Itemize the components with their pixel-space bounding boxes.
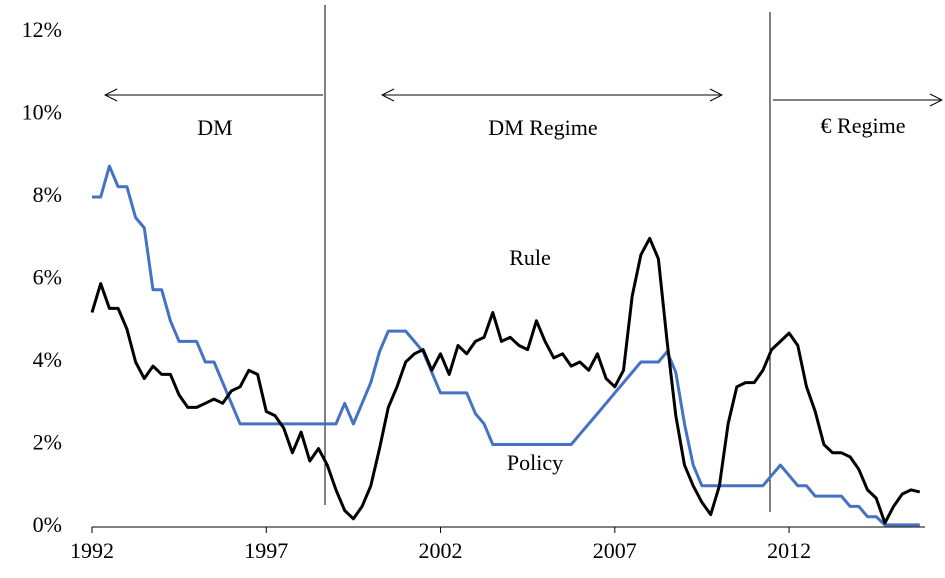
annotation: DM Regime [488, 115, 597, 140]
y-tick-label: 6% [33, 265, 62, 290]
y-tick-label: 2% [33, 430, 62, 455]
y-tick-label: 4% [33, 347, 62, 372]
y-tick-label: 8% [33, 182, 62, 207]
series-line [92, 164, 920, 527]
x-tick-label: 2007 [593, 538, 637, 563]
x-tick-label: 2012 [767, 538, 811, 563]
annotation: Rule [509, 245, 551, 270]
y-tick-label: 10% [22, 100, 62, 125]
x-tick-label: 1997 [244, 538, 288, 563]
series-line [90, 236, 921, 525]
y-tick-label: 0% [33, 512, 62, 537]
x-tick-label: 1992 [70, 538, 114, 563]
annotation: DM [197, 115, 232, 140]
annotation: € Regime [821, 113, 906, 138]
regime-markers [105, 5, 942, 512]
x-tick-label: 2002 [419, 538, 463, 563]
y-tick-label: 12% [22, 17, 62, 42]
annotation: Policy [507, 450, 563, 475]
